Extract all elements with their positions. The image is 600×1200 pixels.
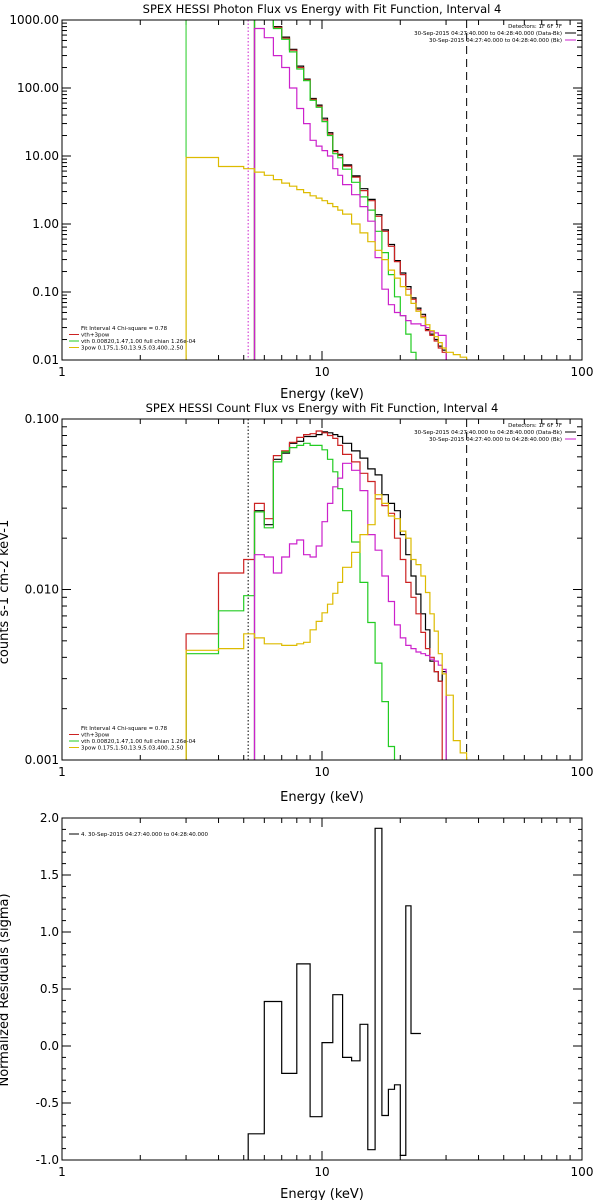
y-tick-label: 0.010: [25, 583, 59, 597]
panel-photon-flux-series-2: [253, 20, 417, 360]
x-tick-label: 100: [571, 365, 594, 379]
x-tick-label: 1: [58, 365, 66, 379]
legend-entry: Fit Interval 4 Chi-square = 0.78: [81, 726, 168, 732]
panel-count-flux-series-group: [185, 430, 468, 760]
panel-count-flux-xlabel: Energy (keV): [280, 790, 364, 805]
y-tick-label: 1.5: [40, 868, 59, 882]
annotation-text: 30-Sep-2015 04:27:40.000 to 04:28:40.000…: [429, 437, 562, 443]
x-tick-label: 10: [314, 1165, 329, 1179]
y-tick-label: 0.001: [25, 753, 59, 767]
x-tick-label: 100: [571, 1165, 594, 1179]
annotation-text: 30-Sep-2015 04:27:40.000 to 04:28:40.000…: [414, 31, 562, 37]
legend-entry: 3pow 0.175,1.50,13.9,5.03,400.,2.50: [81, 346, 184, 352]
legend-entry: vth+3pow: [81, 333, 110, 339]
panel-residuals-plot: 1 10 100 -1.0 -0.5 0.0 0.5 1.0 1.5 2.0 4. 30-Sep-2…: [36, 811, 594, 1179]
panel-photon-flux-frame: [61, 19, 583, 361]
y-tick-label: -1.0: [36, 1153, 59, 1167]
panel-residuals-ylabel: Normalized Residuals (sigma): [0, 893, 12, 1086]
x-tick-label: 10: [314, 365, 329, 379]
x-tick-label: 1: [58, 1165, 66, 1179]
panel-photon-flux-xlabel: Energy (keV): [280, 387, 364, 402]
annotation-text: 30-Sep-2015 04:27:40.000 to 04:28:40.000…: [429, 38, 562, 44]
x-tick-label: 100: [571, 765, 594, 779]
panel-count-flux: SPEX HESSI Count Flux vs Energy with Fit…: [0, 401, 498, 805]
panel-photon-flux-series-3: [253, 27, 447, 360]
panel-residuals-series-0: [247, 827, 421, 1160]
panel-count-flux-series-3: [253, 462, 447, 760]
panel-residuals-series-group: [247, 827, 421, 1160]
y-tick-label: 0.100: [25, 412, 59, 426]
panel-count-flux-title: SPEX HESSI Count Flux vs Energy with Fit…: [146, 401, 499, 415]
legend-entry: Fit Interval 4 Chi-square = 0.78: [81, 326, 168, 332]
legend-entry: vth 0.00820,1.47,1.00 full chian 1.26e-0…: [81, 339, 196, 345]
annotation-text: Detectors: 1F 6F 7F: [508, 24, 562, 30]
legend-entry: vth 0.00820,1.47,1.00 full chian 1.26e-0…: [81, 739, 196, 745]
y-tick-label: 1.0: [40, 925, 59, 939]
legend-entry: 4. 30-Sep-2015 04:27:40.000 to 04:28:40.…: [81, 832, 208, 838]
panel-count-flux-plot: 1 10 100 0.001 0.010 0.100 Detectors: 1F 6F 7F…: [25, 412, 594, 779]
y-tick-label: 1.00: [32, 217, 59, 231]
y-tick-label: 0.10: [32, 285, 59, 299]
y-tick-label: 0.5: [40, 982, 59, 996]
panel-count-flux-series-1: [185, 430, 443, 760]
legend-entry: vth+3pow: [81, 733, 110, 739]
y-tick-label: 0.0: [40, 1039, 59, 1053]
annotation-text: Detectors: 1F 6F 7F: [508, 423, 562, 429]
panel-residuals-xlabel: Energy (keV): [280, 1187, 364, 1200]
y-tick-label: 2.0: [40, 811, 59, 825]
y-tick-label: 10.00: [25, 149, 59, 163]
panel-photon-flux-series-4: [185, 156, 468, 360]
panel-photon-flux-title: SPEX HESSI Photon Flux vs Energy with Fi…: [143, 2, 502, 16]
y-tick-label: -0.5: [36, 1096, 59, 1110]
legend-entry: 3pow 0.175,1.50,13.9,5.03,400.,2.50: [81, 746, 184, 752]
panel-photon-flux-plot: 1 10 100 0.01 0.10 1.00 10.00 100.00 1000.00 Dete…: [9, 13, 594, 379]
panel-photon-flux-series-group: [185, 20, 468, 360]
panel-residuals-frame: [61, 817, 583, 1161]
x-tick-label: 1: [58, 765, 66, 779]
y-tick-label: 1000.00: [9, 13, 59, 27]
y-tick-label: 0.01: [32, 353, 59, 367]
panel-count-flux-series-2: [185, 442, 396, 760]
panel-count-flux-series-4: [185, 494, 468, 760]
panel-count-flux-frame: [61, 418, 583, 761]
panel-photon-flux: SPEX HESSI Photon Flux vs Energy with Fi…: [143, 2, 502, 402]
panel-count-flux-ylabel: counts s-1 cm-2 keV-1: [0, 520, 12, 665]
annotation-text: 30-Sep-2015 04:27:40.000 to 04:28:40.000…: [414, 430, 562, 436]
x-tick-label: 10: [314, 765, 329, 779]
panel-residuals: Energy (keV) Normalized Residuals (sigma…: [0, 893, 364, 1200]
y-tick-label: 100.00: [17, 81, 59, 95]
